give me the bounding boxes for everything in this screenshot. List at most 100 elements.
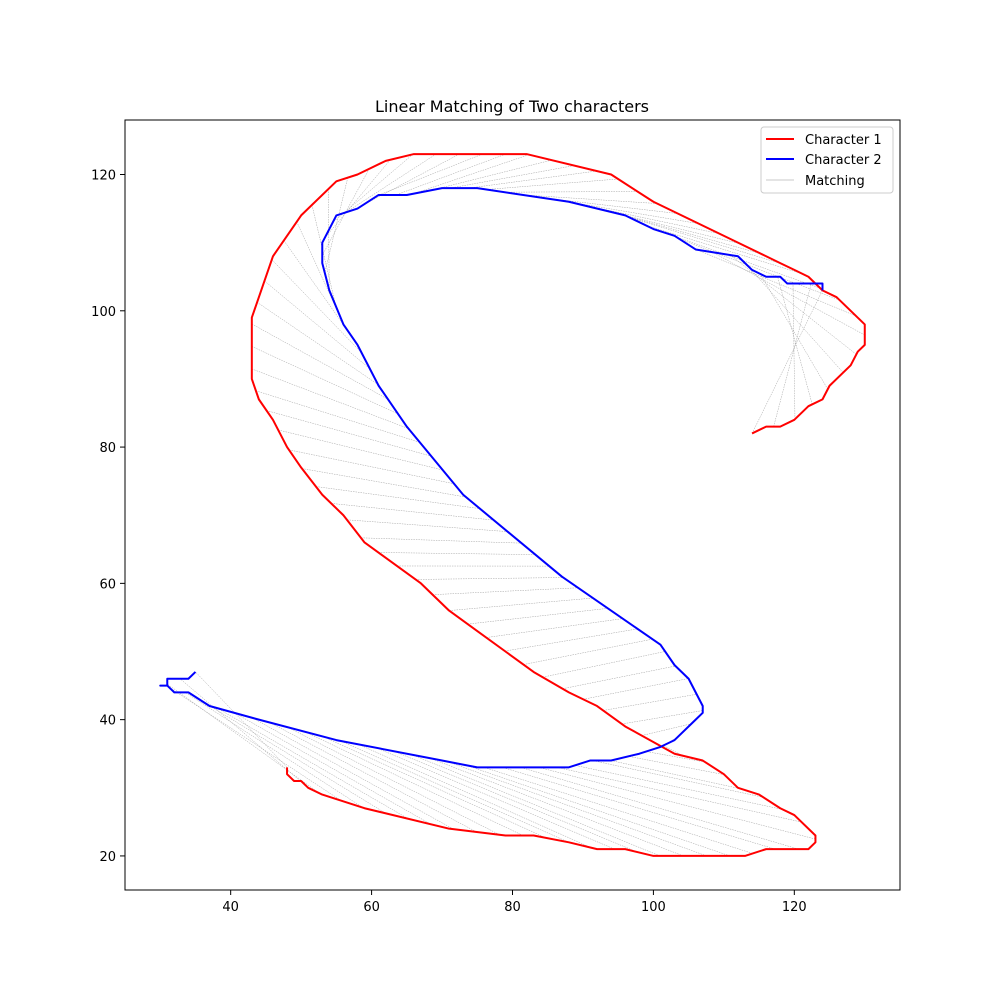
- matching-line: [234, 712, 432, 825]
- matching-line: [432, 587, 579, 595]
- matching-line: [195, 671, 288, 768]
- matching-line: [486, 618, 623, 638]
- matching-line: [346, 519, 508, 532]
- series-line-character-2: [159, 187, 824, 769]
- matching-line: [468, 170, 597, 189]
- matching-line: [412, 754, 661, 857]
- matching-line: [538, 767, 816, 840]
- matching-line: [542, 651, 666, 678]
- matching-line: [287, 726, 500, 836]
- matching-line: [315, 486, 480, 509]
- matching-line: [583, 678, 689, 700]
- matching-line: [603, 694, 697, 711]
- series-line-character-1: [250, 153, 866, 857]
- matching-line: [255, 390, 420, 443]
- matching-line: [251, 346, 399, 415]
- matching-line: [377, 153, 483, 196]
- matching-line: [628, 756, 725, 775]
- matching-line: [167, 683, 320, 794]
- matching-line: [450, 165, 575, 189]
- matching-line: [641, 723, 692, 736]
- legend-label-matching: Matching: [805, 174, 865, 189]
- matching-line: [486, 178, 619, 190]
- matching-line: [712, 251, 865, 336]
- matching-line: [376, 747, 615, 850]
- matching-line: [179, 678, 301, 782]
- matching-line: [777, 276, 813, 405]
- matching-line: [621, 710, 703, 725]
- matching-line: [251, 323, 389, 400]
- y-tick-label: 40: [99, 714, 116, 729]
- matching-line: [415, 577, 564, 580]
- matching-line: [467, 608, 608, 625]
- x-axis: 40 60 80 100 120: [222, 890, 807, 915]
- matching-line: [395, 153, 506, 196]
- legend-label-character-1: Character 1: [805, 133, 882, 148]
- matching-line: [562, 665, 676, 689]
- matching-line: [504, 191, 638, 193]
- chart-title: Linear Matching of Two characters: [375, 97, 649, 116]
- matching-line: [271, 259, 362, 354]
- matching-line: [345, 153, 437, 213]
- matching-line: [340, 740, 569, 843]
- y-axis: 20 40 60 80 100 120: [91, 169, 125, 865]
- matching-line: [328, 189, 330, 290]
- matching-line: [523, 638, 653, 665]
- matching-line: [322, 736, 547, 839]
- matching-line: [251, 368, 409, 429]
- matching-line: [520, 767, 799, 850]
- matching-line: [431, 159, 552, 191]
- matching-line: [301, 468, 467, 498]
- matching-line: [264, 280, 370, 369]
- matching-line: [256, 302, 379, 385]
- legend: Character 1 Character 2 Matching: [760, 126, 894, 194]
- matching-line: [360, 537, 522, 544]
- matching-line: [576, 203, 720, 234]
- matching-line: [288, 449, 455, 485]
- matching-line: [217, 707, 409, 820]
- y-tick-label: 20: [99, 850, 116, 865]
- matching-line: [447, 761, 707, 857]
- matching-line: [430, 757, 684, 857]
- matching-line: [730, 254, 857, 355]
- matching-line: [694, 248, 857, 317]
- y-tick-label: 120: [91, 169, 116, 184]
- series-lines: [159, 153, 866, 857]
- matching-line: [185, 692, 364, 809]
- matching-line: [612, 211, 762, 255]
- y-tick-label: 60: [99, 577, 116, 592]
- matching-line: [296, 221, 343, 323]
- matching-line: [574, 765, 783, 810]
- matching-lines: [167, 153, 865, 857]
- matching-line: [322, 168, 370, 256]
- x-tick-label: 100: [641, 900, 666, 915]
- matching-line: [751, 290, 823, 434]
- matching-line: [483, 767, 753, 854]
- matching-line: [331, 503, 494, 521]
- x-tick-label: 40: [222, 900, 239, 915]
- matching-line: [378, 552, 536, 555]
- matching-line: [168, 687, 342, 801]
- matching-line: [324, 177, 349, 273]
- y-tick-label: 80: [99, 441, 116, 456]
- matching-line: [773, 283, 812, 427]
- matching-line: [362, 153, 460, 206]
- matching-line: [324, 159, 391, 239]
- legend-label-character-2: Character 2: [805, 153, 882, 168]
- x-tick-label: 120: [782, 900, 807, 915]
- matching-line: [200, 700, 386, 814]
- matching-line: [679, 238, 840, 301]
- matching-line: [394, 751, 638, 853]
- matching-line: [305, 731, 524, 836]
- legend-box: [760, 126, 894, 194]
- matching-line: [269, 722, 477, 833]
- matching-line: [592, 760, 764, 798]
- matching-line: [792, 283, 796, 420]
- matching-line: [465, 764, 730, 857]
- x-tick-label: 80: [504, 900, 521, 915]
- matching-line: [278, 429, 443, 471]
- x-tick-label: 60: [363, 900, 380, 915]
- matching-line: [413, 154, 530, 194]
- matching-line: [629, 217, 782, 265]
- matching-line: [745, 263, 844, 373]
